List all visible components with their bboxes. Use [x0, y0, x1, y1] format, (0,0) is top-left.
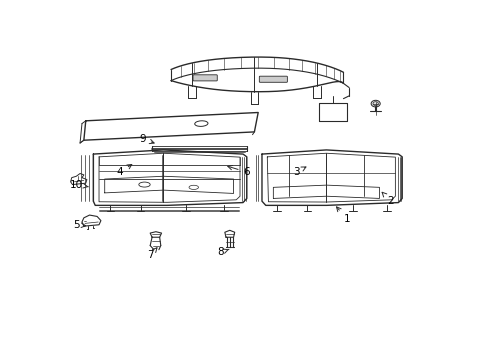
Text: 4: 4	[116, 165, 131, 177]
FancyBboxPatch shape	[259, 76, 287, 82]
Text: 6: 6	[227, 166, 250, 177]
Text: 1: 1	[336, 207, 350, 224]
FancyBboxPatch shape	[193, 75, 217, 81]
Circle shape	[370, 100, 380, 107]
Text: 3: 3	[292, 167, 305, 177]
Text: 8: 8	[217, 247, 228, 257]
Text: 10: 10	[70, 180, 88, 190]
Text: 2: 2	[381, 192, 393, 206]
Text: 9: 9	[139, 134, 154, 144]
Text: 5: 5	[73, 220, 85, 230]
Text: 7: 7	[146, 248, 157, 260]
